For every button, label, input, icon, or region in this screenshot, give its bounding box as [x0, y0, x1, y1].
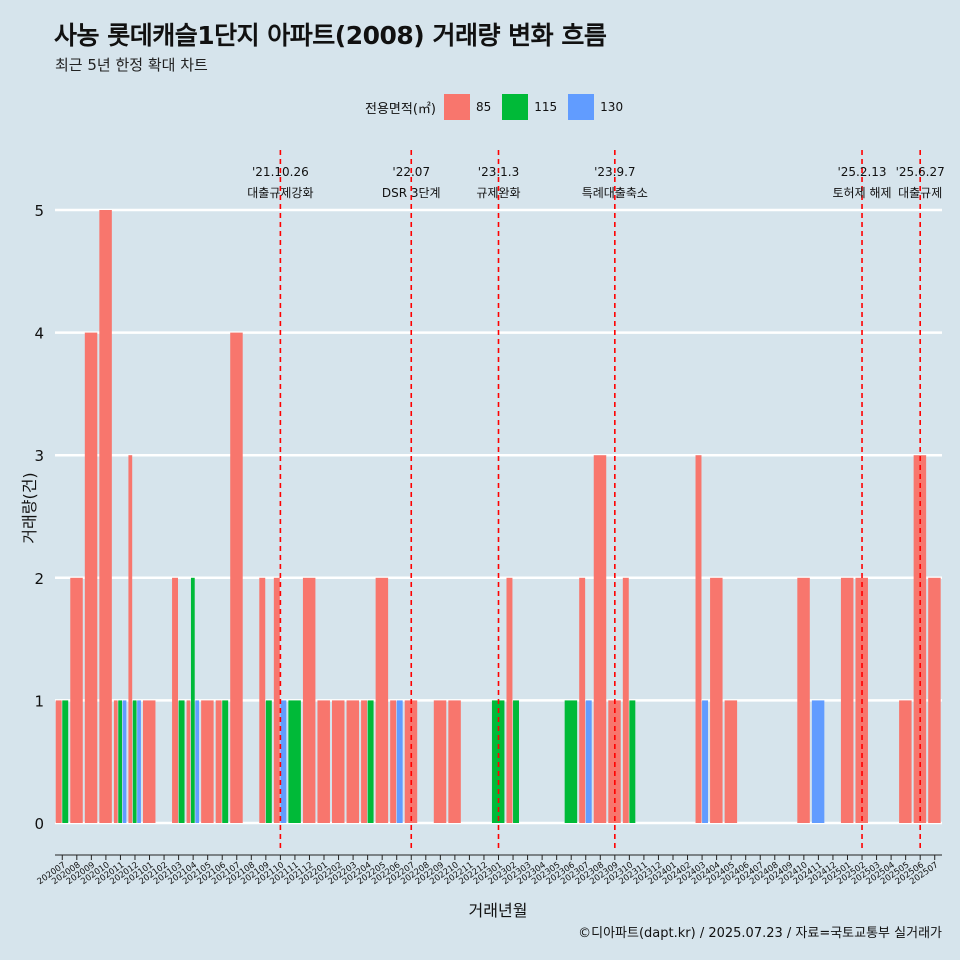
event-date: '23.1.3: [478, 165, 519, 179]
bar-85-202009: [84, 332, 98, 823]
bar-85-202101: [142, 700, 156, 823]
bar-130-202411: [811, 700, 825, 823]
bar-85-202210: [448, 700, 461, 823]
y-tick-label: 1: [34, 692, 44, 710]
event-date: '25.6.27: [896, 165, 945, 179]
x-axis-label: 거래년월: [468, 901, 528, 920]
event-label: 대출규제: [898, 186, 942, 200]
bar-85-202007: [55, 700, 62, 823]
legend-label-85: 85: [475, 100, 492, 114]
event-date: '21.10.26: [252, 165, 309, 179]
bar-115-202306: [564, 700, 578, 823]
bar-130-202011: [122, 700, 127, 823]
bar-85-202207: [404, 700, 418, 823]
bar-85-202307: [579, 577, 586, 823]
event-markers: '21.10.26 대출규제강화 '22.07 DSR 3단계 '23.1.3 규제완화 '…: [247, 150, 945, 852]
bar-85-202507: [928, 577, 941, 823]
bar-115-202103: [178, 700, 185, 823]
legend-key-85: [443, 94, 470, 120]
bar-85-202011: [113, 700, 118, 823]
bar-115-202012: [132, 700, 137, 823]
bar-85-202404: [710, 577, 723, 823]
bar-130-202307: [585, 700, 592, 823]
event-date: '23.9.7: [594, 165, 635, 179]
chart-subtitle: 최근 5년 한정 확대 차트: [55, 56, 208, 74]
bar-85-202204: [361, 700, 368, 823]
legend-key-130: [568, 94, 595, 120]
bar-130-202104: [195, 700, 200, 823]
source-caption: ©디아파트(dapt.kr) / 2025.07.23 / 자료=국토교통부 실…: [578, 926, 942, 941]
y-tick-label: 2: [34, 570, 44, 588]
bar-85-202107: [230, 332, 243, 823]
bar-115-202007: [62, 700, 69, 823]
bar-85-202112: [302, 577, 316, 823]
bar-85-202310: [622, 577, 629, 823]
bar-85-202309: [608, 700, 621, 823]
bar-115-202104: [190, 577, 195, 823]
y-tick-label: 0: [34, 815, 44, 833]
bar-115-202111: [288, 700, 301, 823]
bar-115-202109: [265, 700, 272, 823]
legend-title: 전용면적(㎡): [365, 101, 436, 117]
y-tick-label: 3: [34, 447, 44, 465]
bar-85-202205: [375, 577, 389, 823]
bar-85-202012: [128, 455, 133, 823]
event-label: 특례대출축소: [582, 186, 648, 200]
event-label: 토허제 해제: [833, 186, 892, 200]
bar-85-202103: [172, 577, 178, 823]
bar-85-202410: [797, 577, 810, 823]
bars: [55, 210, 941, 823]
bar-115-202204: [367, 700, 374, 823]
y-tick-label: 4: [34, 325, 44, 343]
bar-85-202203: [346, 700, 360, 823]
bar-85-202501: [840, 577, 854, 823]
bar-130-202110: [280, 700, 287, 823]
bar-85-202010: [99, 210, 112, 823]
bar-130-202012: [137, 700, 141, 823]
bar-85-202405: [724, 700, 738, 823]
bar-85-202308: [593, 455, 607, 823]
legend-label-115: 115: [534, 100, 558, 114]
bar-85-202403: [695, 455, 702, 823]
legend: 전용면적(㎡) 85 115 130: [365, 94, 634, 120]
bar-130-202206: [396, 700, 403, 823]
y-axis-label: 거래량(건): [20, 472, 39, 544]
bar-115-202011: [118, 700, 123, 823]
bar-85-202105: [201, 700, 214, 823]
legend-key-115: [502, 94, 529, 120]
bar-115-202301: [491, 700, 505, 823]
bar-115-202302: [513, 700, 519, 823]
bar-85-202110: [273, 577, 280, 823]
bar-85-202109: [259, 577, 266, 823]
event-label: DSR 3단계: [382, 186, 441, 200]
bar-85-202206: [390, 700, 397, 823]
bar-85-202302: [506, 577, 513, 823]
bar-85-202104: [186, 700, 191, 823]
event-date: '25.2.13: [837, 165, 886, 179]
y-tick-label: 5: [34, 202, 44, 220]
chart-title: 사농 롯데캐슬1단지 아파트(2008) 거래량 변화 흐름: [54, 21, 607, 50]
bar-85-202008: [70, 577, 83, 823]
bar-85-202201: [317, 700, 330, 823]
bar-85-202209: [433, 700, 447, 823]
event-label: 대출규제강화: [247, 186, 313, 200]
bar-130-202403: [702, 700, 709, 823]
bar-115-202310: [629, 700, 636, 823]
event-label: 규제완화: [476, 186, 520, 200]
bar-115-202106: [222, 700, 229, 823]
bar-85-202505: [899, 700, 912, 823]
bar-85-202106: [215, 700, 222, 823]
bar-85-202202: [332, 700, 345, 823]
event-date: '22.07: [392, 165, 430, 179]
legend-label-130: 130: [600, 100, 624, 114]
